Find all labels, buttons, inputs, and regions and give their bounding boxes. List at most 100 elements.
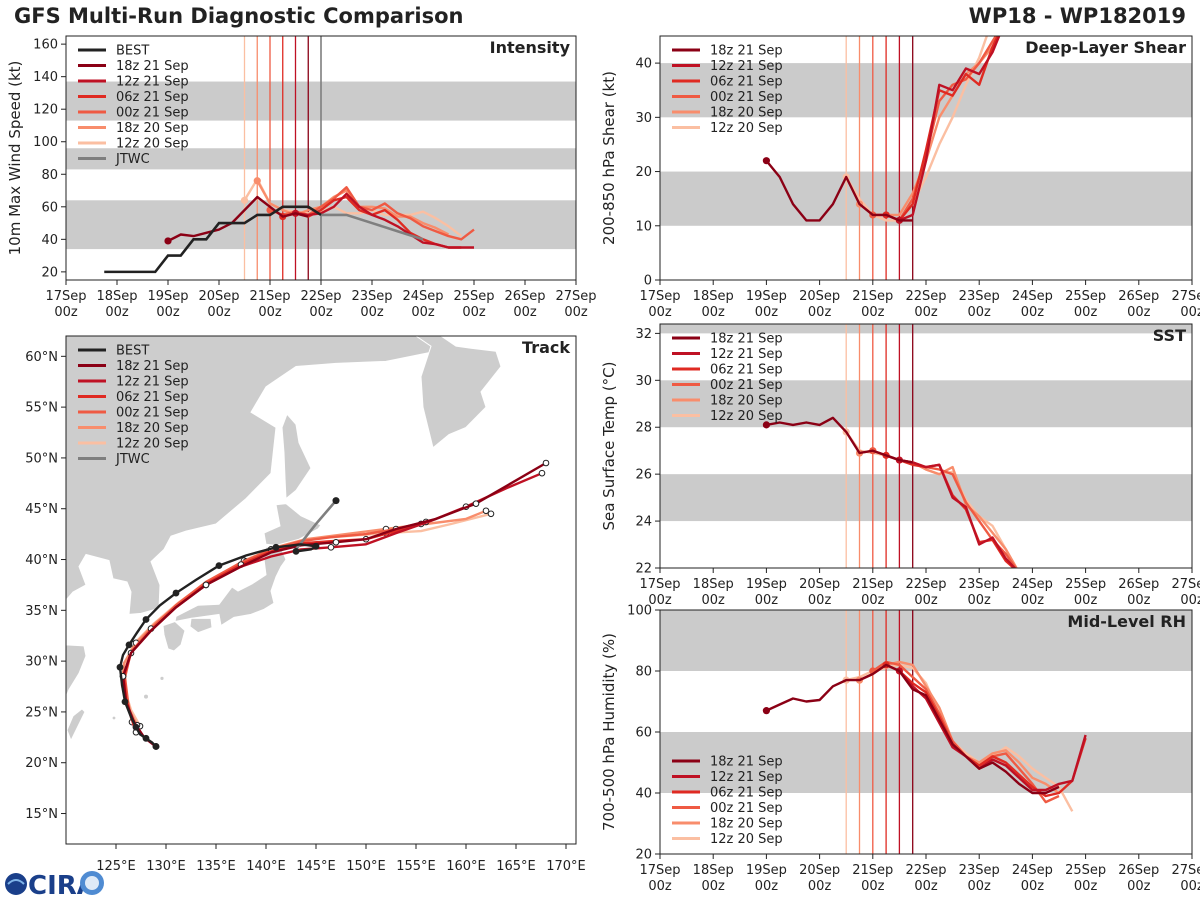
track-legend-label: 12z 20 Sep: [116, 437, 189, 452]
intensity-xtick-label: 00z: [564, 305, 588, 320]
rh-ytick-label: 40: [635, 787, 652, 802]
sst-series-start-point: [762, 421, 771, 429]
sst-ytick-label: 24: [635, 515, 652, 530]
track-title: Track: [522, 338, 570, 357]
sst-series-line: [766, 416, 913, 464]
track-frame: [65, 335, 577, 845]
rh-xtick-label: 00z: [702, 879, 726, 894]
intensity-xtick-label: 00z: [411, 305, 435, 320]
rh-legend-label: 12z 21 Sep: [710, 770, 783, 785]
rh-xtick-label: 27Sep: [1171, 863, 1200, 878]
shear-xtick-label: 00z: [914, 305, 938, 320]
track-best-point: [152, 743, 160, 750]
shear-xtick-label: 25Sep: [1065, 289, 1106, 304]
shear-xtick-label: 00z: [1074, 305, 1098, 320]
track-forecast-point: [202, 581, 210, 589]
track-best-point: [142, 734, 150, 742]
intensity-legend-label: 18z 21 Sep: [116, 59, 189, 74]
rh-xtick-label: 25Sep: [1065, 863, 1106, 878]
rh-band-1: [660, 610, 1192, 671]
intensity-ytick-label: 100: [33, 135, 58, 150]
track-xtick-label: 135°E: [196, 859, 236, 874]
rh-xtick-label: 00z: [1021, 879, 1045, 894]
track-forecast-point: [538, 469, 546, 477]
rh-ytick-label: 60: [635, 726, 652, 741]
track-legend-label: 06z 21 Sep: [116, 390, 189, 405]
sst-xtick-label: 20Sep: [799, 577, 840, 592]
sst-xtick-label: 00z: [914, 593, 938, 608]
rh-xtick-label: 18Sep: [693, 863, 734, 878]
sst-xtick-label: 00z: [1127, 593, 1151, 608]
intensity-series-start-point: [240, 196, 249, 204]
sst-band-0: [660, 474, 1192, 522]
okinawa-island: [144, 694, 148, 699]
sst-xtick-label: 00z: [755, 593, 779, 608]
track-xtick-label: 155°E: [396, 859, 436, 874]
sst-xtick-label: 25Sep: [1065, 577, 1106, 592]
shear-xtick-label: 00z: [808, 305, 832, 320]
storm-id: WP18 - WP182019: [968, 4, 1186, 28]
track-best-point: [312, 542, 320, 550]
intensity-title: Intensity: [490, 38, 571, 57]
rh-xtick-label: 00z: [968, 879, 992, 894]
intensity-ytick-label: 120: [33, 103, 58, 118]
ishigaki-island: [112, 716, 116, 720]
sst-legend-label: 18z 20 Sep: [710, 394, 783, 409]
track-forecast-point: [542, 459, 550, 467]
rh-xtick-label: 00z: [808, 879, 832, 894]
sst-ytick-label: 30: [635, 374, 652, 389]
track-best-point: [292, 547, 300, 555]
track-best-point: [132, 723, 140, 731]
sst-xtick-label: 00z: [1021, 593, 1045, 608]
shear-panel: 01020304017Sep00z18Sep00z19Sep00z20Sep00…: [600, 35, 1200, 320]
rh-legend-label: 00z 21 Sep: [710, 801, 783, 816]
rh-legend-label: 12z 20 Sep: [710, 832, 783, 847]
shear-xtick-label: 22Sep: [905, 289, 946, 304]
logo-seal-inner-icon: [85, 876, 99, 890]
intensity-jtwc-line: [321, 213, 424, 241]
shear-xtick-label: 00z: [1021, 305, 1045, 320]
intensity-xtick-label: 25Sep: [453, 289, 494, 304]
track-legend-label: BEST: [116, 344, 149, 359]
kamchatka-land: [415, 336, 502, 449]
sst-xtick-label: 00z: [648, 593, 672, 608]
rh-xtick-label: 21Sep: [852, 863, 893, 878]
sst-xtick-label: 00z: [1180, 593, 1200, 608]
rh-xtick-label: 00z: [648, 879, 672, 894]
shear-xtick-label: 26Sep: [1118, 289, 1159, 304]
track-xtick-label: 140°E: [246, 859, 286, 874]
track-xtick-label: 160°E: [446, 859, 486, 874]
sst-band-1: [660, 380, 1192, 428]
rh-title: Mid-Level RH: [1067, 612, 1186, 631]
shear-ytick-label: 10: [635, 219, 652, 234]
sst-ytick-label: 22: [635, 562, 652, 577]
shear-xtick-label: 00z: [702, 305, 726, 320]
intensity-legend-label: JTWC: [115, 152, 150, 167]
shear-series-line: [885, 36, 1000, 222]
logo-globe-icon: [5, 873, 27, 895]
rh-xtick-label: 22Sep: [905, 863, 946, 878]
shikoku-land: [189, 617, 213, 634]
shear-xtick-label: 20Sep: [799, 289, 840, 304]
intensity-xtick-label: 00z: [360, 305, 384, 320]
shear-series-start-point: [762, 157, 771, 165]
track-xtick-label: 130°E: [146, 859, 186, 874]
sst-xtick-label: 26Sep: [1118, 577, 1159, 592]
intensity-xtick-label: 23Sep: [351, 289, 392, 304]
intensity-ytick-label: 20: [41, 265, 58, 280]
intensity-xtick-label: 00z: [105, 305, 129, 320]
rh-xtick-label: 00z: [1127, 879, 1151, 894]
track-forecast-point: [487, 510, 495, 518]
rh-xtick-label: 00z: [1180, 879, 1200, 894]
intensity-xtick-label: 18Sep: [96, 289, 137, 304]
shear-ytick-label: 30: [635, 111, 652, 126]
shear-xtick-label: 17Sep: [639, 289, 680, 304]
sst-xtick-label: 00z: [1074, 593, 1098, 608]
shear-xtick-label: 19Sep: [746, 289, 787, 304]
track-jtwc-end-point: [332, 497, 340, 505]
sst-legend-label: 18z 21 Sep: [710, 332, 783, 347]
track-xtick-label: 150°E: [346, 859, 386, 874]
track-ytick-label: 40°N: [25, 553, 58, 568]
shear-xtick-label: 18Sep: [693, 289, 734, 304]
shear-plot-area: [660, 36, 1192, 280]
